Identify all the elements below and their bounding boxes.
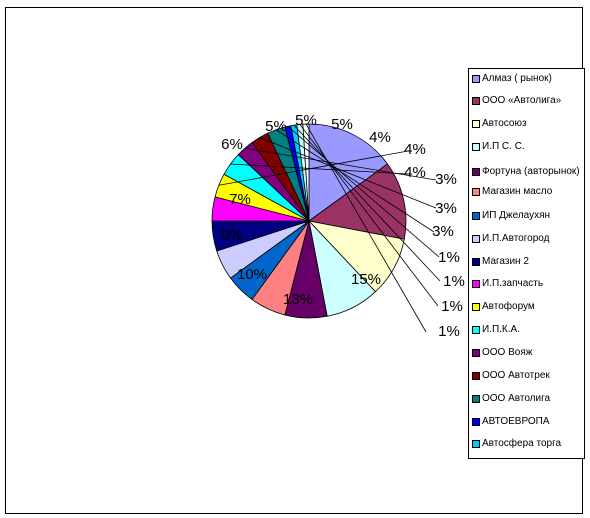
leader-line-18 — [299, 124, 439, 307]
legend-label: Магазин масло — [482, 186, 553, 197]
legend-label: ООО Вояж — [482, 347, 533, 358]
label-leader-lines — [218, 123, 441, 333]
pie-chart: 15% 13% 10% 9% 7% 6% 5% 5% 5% 4% 4% 4% 3% 3% 3% 1% 1% 1% 1… — [211, 112, 465, 340]
legend-swatch — [472, 372, 480, 380]
slice-label-3: 10% — [237, 266, 267, 283]
legend-swatch — [472, 395, 480, 403]
legend-label: Фортуна (авторынок) — [482, 166, 580, 177]
slice-label-14: 3% — [435, 200, 457, 217]
legend-label: АВТОЕВРОПА — [482, 416, 550, 427]
legend-swatch — [472, 212, 480, 220]
leader-line-14 — [259, 137, 437, 209]
legend-swatch — [472, 235, 480, 243]
leader-line-13 — [244, 147, 437, 181]
legend-label: ООО Автолига — [482, 393, 551, 404]
legend-label: И.П.Автогород — [482, 233, 550, 244]
legend: Алмаз ( рынок) ООО «Автолига» Автосоюз И.П … — [468, 68, 585, 459]
legend-label: И.П.К.А. — [482, 324, 520, 335]
leader-line-17 — [293, 124, 441, 282]
slice-label-10: 4% — [369, 129, 391, 146]
slice-label-6: 6% — [221, 136, 243, 153]
slice-label-9: 5% — [331, 116, 353, 133]
legend-swatch — [472, 120, 480, 128]
legend-swatch — [472, 326, 480, 334]
legend-swatch — [472, 168, 480, 176]
slice-label-1: 15% — [351, 271, 381, 288]
slice-label-7: 5% — [265, 118, 287, 135]
legend-label: ООО «Автолига» — [482, 95, 562, 106]
legend-swatch — [472, 97, 480, 105]
legend-swatch — [472, 143, 480, 151]
slice-label-4: 9% — [221, 227, 243, 244]
slice-label-5: 7% — [229, 191, 251, 208]
legend-swatch — [472, 258, 480, 266]
slice-label-2: 13% — [283, 291, 313, 308]
legend-label: Автосоюз — [482, 118, 527, 129]
pie-slices — [211, 123, 407, 319]
leader-line-16 — [287, 126, 440, 258]
legend-swatch — [472, 440, 480, 448]
slice-label-17: 1% — [443, 273, 465, 290]
slice-label-19: 1% — [438, 323, 460, 340]
slice-label-18: 1% — [441, 298, 463, 315]
legend-swatch — [472, 75, 480, 83]
slice-labels: 15% 13% 10% 9% 7% 6% 5% 5% 5% 4% 4% 4% 3% 3% 3% 1% 1% 1% 1… — [221, 112, 465, 340]
slice-label-13: 3% — [435, 171, 457, 188]
leader-line-12 — [230, 163, 409, 175]
legend-label: Магазин 2 — [482, 256, 529, 267]
legend-label: И.П.запчасть — [482, 278, 544, 289]
legend-label: Алмаз ( рынок) — [482, 73, 552, 84]
legend-label: Автофорум — [482, 301, 535, 312]
leader-line-11 — [218, 150, 409, 186]
legend-swatch — [472, 188, 480, 196]
legend-label: Автосфера торга — [482, 438, 562, 449]
chart-frame: 15% 13% 10% 9% 7% 6% 5% 5% 5% 4% 4% 4% 3% 3% 3% 1% 1% 1% 1… — [5, 7, 585, 514]
pie-slice-2 — [308, 163, 407, 240]
slice-label-16: 1% — [438, 249, 460, 266]
slice-label-15: 3% — [432, 223, 454, 240]
legend-label: И.П С. С. — [482, 141, 525, 152]
legend-swatch — [472, 418, 480, 426]
slice-label-8: 5% — [295, 112, 317, 129]
legend-swatch — [472, 303, 480, 311]
legend-label: ООО Автотрек — [482, 370, 550, 381]
legend-swatch — [472, 280, 480, 288]
leader-line-19 — [305, 123, 427, 333]
leader-line-15 — [275, 129, 435, 233]
slice-label-11: 4% — [404, 141, 426, 158]
legend-label: ИП Джелаухян — [482, 210, 551, 221]
legend-swatch — [472, 349, 480, 357]
slice-label-12: 4% — [404, 164, 426, 181]
